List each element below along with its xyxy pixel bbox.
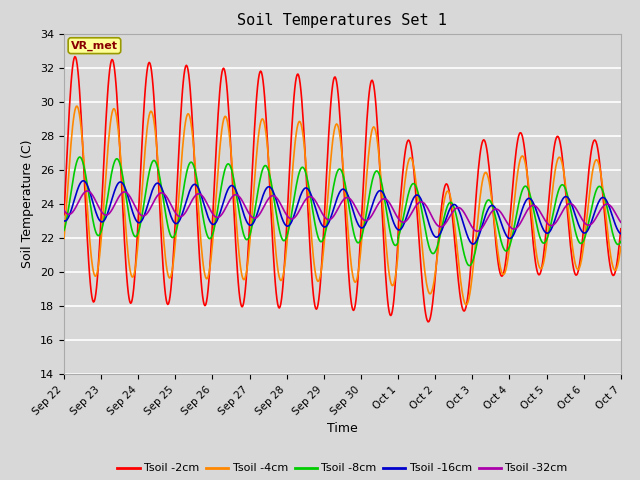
Line: Tsoil -16cm: Tsoil -16cm xyxy=(64,181,621,244)
Line: Tsoil -2cm: Tsoil -2cm xyxy=(64,57,621,322)
Tsoil -4cm xyxy=(185,111,193,117)
Tsoil -2cm xyxy=(60,212,68,217)
Tsoil -8cm xyxy=(128,228,136,234)
Tsoil -8cm xyxy=(70,171,78,177)
Tsoil -16cm xyxy=(60,218,68,224)
Tsoil -2cm xyxy=(71,54,79,60)
Tsoil -16cm xyxy=(214,216,222,221)
Tsoil -2cm xyxy=(617,226,625,232)
Line: Tsoil -32cm: Tsoil -32cm xyxy=(64,191,621,231)
Tsoil -16cm xyxy=(411,193,419,199)
Tsoil -32cm xyxy=(70,207,78,213)
Tsoil -8cm xyxy=(60,228,68,233)
Tsoil -16cm xyxy=(185,191,193,196)
Tsoil -32cm xyxy=(128,198,136,204)
Tsoil -2cm xyxy=(70,55,78,61)
Tsoil -2cm xyxy=(424,319,432,324)
Tsoil -4cm xyxy=(411,171,419,177)
Tsoil -32cm xyxy=(60,207,68,213)
Tsoil -16cm xyxy=(128,208,136,214)
Tsoil -32cm xyxy=(617,219,625,225)
Tsoil -8cm xyxy=(185,162,193,168)
Tsoil -8cm xyxy=(411,181,419,187)
Tsoil -2cm xyxy=(128,297,136,303)
Tsoil -8cm xyxy=(466,263,474,268)
Tsoil -16cm xyxy=(428,227,435,233)
Title: Soil Temperatures Set 1: Soil Temperatures Set 1 xyxy=(237,13,447,28)
Tsoil -4cm xyxy=(70,112,78,118)
Tsoil -8cm xyxy=(76,154,83,160)
Tsoil -32cm xyxy=(214,215,222,220)
Tsoil -8cm xyxy=(617,239,625,244)
Tsoil -16cm xyxy=(469,241,477,247)
Tsoil -32cm xyxy=(83,188,91,194)
Line: Tsoil -8cm: Tsoil -8cm xyxy=(64,157,621,265)
Tsoil -32cm xyxy=(474,228,481,234)
Tsoil -4cm xyxy=(74,103,81,109)
Tsoil -4cm xyxy=(128,274,136,280)
Tsoil -4cm xyxy=(462,302,470,308)
Tsoil -32cm xyxy=(185,204,193,210)
Tsoil -2cm xyxy=(428,306,436,312)
Tsoil -16cm xyxy=(70,198,78,204)
Tsoil -32cm xyxy=(411,204,419,210)
Tsoil -2cm xyxy=(411,179,419,184)
Tsoil -4cm xyxy=(617,244,625,250)
X-axis label: Time: Time xyxy=(327,422,358,435)
Tsoil -8cm xyxy=(428,249,435,255)
Tsoil -4cm xyxy=(214,167,222,172)
Tsoil -16cm xyxy=(79,178,87,184)
Tsoil -2cm xyxy=(185,72,193,77)
Line: Tsoil -4cm: Tsoil -4cm xyxy=(64,106,621,305)
Tsoil -4cm xyxy=(60,236,68,241)
Legend: Tsoil -2cm, Tsoil -4cm, Tsoil -8cm, Tsoil -16cm, Tsoil -32cm: Tsoil -2cm, Tsoil -4cm, Tsoil -8cm, Tsoi… xyxy=(113,459,572,478)
Tsoil -4cm xyxy=(428,290,435,296)
Text: VR_met: VR_met xyxy=(71,40,118,51)
Tsoil -32cm xyxy=(428,212,435,217)
Tsoil -2cm xyxy=(214,112,222,118)
Y-axis label: Soil Temperature (C): Soil Temperature (C) xyxy=(22,140,35,268)
Tsoil -8cm xyxy=(214,204,222,210)
Tsoil -16cm xyxy=(617,231,625,237)
